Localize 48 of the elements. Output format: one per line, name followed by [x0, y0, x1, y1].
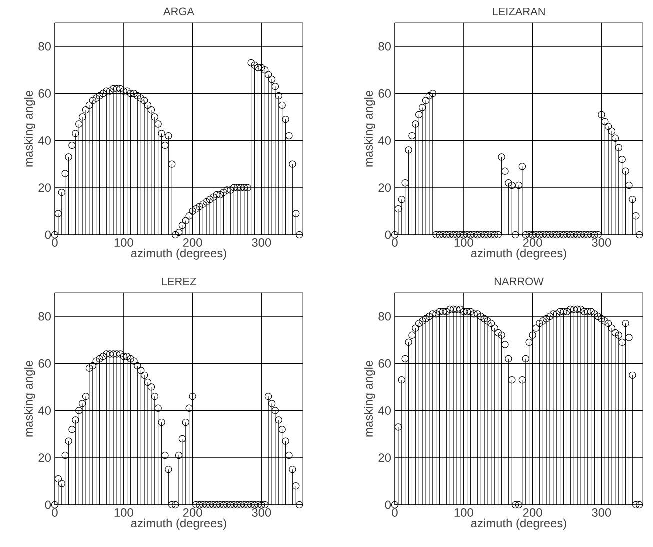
y-tick-label: 20	[38, 184, 52, 192]
y-tick-label: 80	[38, 312, 52, 321]
x-axis-title: azimuth (degrees)	[471, 248, 566, 260]
y-axis-title: masking angle	[364, 361, 376, 437]
x-tick-label: 0	[392, 508, 398, 517]
x-tick-label: 300	[252, 238, 272, 247]
x-tick-label: 300	[252, 508, 272, 517]
x-tick-label: 300	[592, 508, 612, 517]
chart-title: LEREZ	[162, 278, 196, 286]
y-tick-label: 0	[385, 230, 392, 240]
x-tick-label: 200	[183, 508, 202, 517]
chart-title: LEIZARAN	[493, 8, 545, 16]
y-tick-label: 60	[38, 89, 52, 98]
chart-title: ARGA	[163, 8, 195, 16]
y-tick-label: 0	[45, 500, 52, 510]
y-tick-label: 80	[38, 42, 52, 51]
x-tick-label: 100	[454, 238, 474, 247]
y-tick-label: 40	[378, 136, 392, 145]
x-axis-title: azimuth (degrees)	[131, 518, 226, 530]
y-tick-label: 0	[45, 230, 52, 240]
x-tick-label: 100	[114, 238, 134, 247]
x-tick-label: 200	[523, 238, 542, 247]
y-tick-label: 20	[378, 184, 392, 192]
chart-title: NARROW	[494, 278, 544, 286]
y-tick-label: 0	[385, 500, 392, 510]
y-tick-label: 80	[378, 42, 392, 51]
y-axis-title: masking angle	[24, 361, 36, 437]
x-tick-label: 100	[454, 508, 474, 517]
x-tick-label: 200	[183, 238, 202, 247]
y-tick-label: 60	[38, 359, 52, 368]
x-tick-label: 300	[592, 238, 612, 247]
y-tick-label: 20	[378, 454, 392, 462]
x-tick-label: 200	[523, 508, 542, 517]
y-tick-label: 20	[38, 454, 52, 462]
x-tick-label: 0	[52, 508, 58, 517]
y-tick-label: 40	[38, 406, 52, 415]
y-tick-label: 60	[378, 89, 392, 98]
x-tick-label: 0	[52, 238, 58, 247]
y-axis-title: masking angle	[24, 91, 36, 167]
x-tick-label: 100	[114, 508, 134, 517]
x-axis-title: azimuth (degrees)	[471, 518, 566, 530]
x-tick-label: 0	[392, 238, 398, 247]
y-tick-label: 80	[378, 312, 392, 321]
y-tick-label: 40	[378, 406, 392, 415]
x-axis-title: azimuth (degrees)	[131, 248, 226, 260]
y-tick-label: 40	[38, 136, 52, 145]
y-axis-title: masking angle	[364, 91, 376, 167]
y-tick-label: 60	[378, 359, 392, 368]
